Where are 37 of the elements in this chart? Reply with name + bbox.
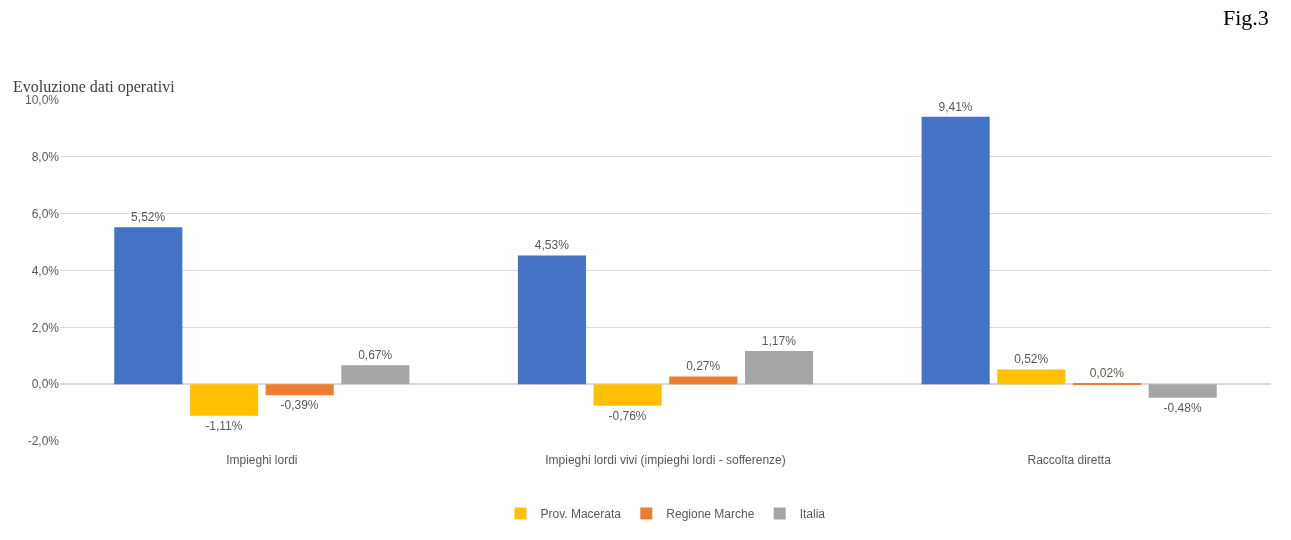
data-label: 0,27% <box>686 359 721 374</box>
y-tick-label: 10,0% <box>24 93 60 108</box>
bar <box>921 116 990 385</box>
y-tick-label: 0,0% <box>31 377 60 392</box>
bar <box>1148 384 1217 398</box>
bar <box>593 384 662 406</box>
data-label: 4,53% <box>534 238 570 253</box>
y-tick-label: 8,0% <box>31 150 60 165</box>
data-label: -0,48% <box>1163 400 1202 415</box>
bar <box>189 384 259 416</box>
bar <box>517 255 587 385</box>
data-label: 5,52% <box>131 210 166 225</box>
data-label: 0,52% <box>1014 352 1049 367</box>
x-tick-label: Impieghi lordi <box>226 453 298 468</box>
y-tick-label: 2,0% <box>31 320 60 335</box>
legend-label: Prov. Macerata <box>540 507 622 522</box>
caption: Fig.3 <box>1223 5 1269 30</box>
bar <box>669 376 738 385</box>
data-label: -1,11% <box>205 418 243 433</box>
bar <box>114 227 183 385</box>
x-tick-label: Impieghi lordi vivi (impieghi lordi - sofferenze) <box>545 453 786 468</box>
data-label: 0,02% <box>1089 366 1125 380</box>
legend-label: Regione Marche <box>666 507 755 522</box>
data-label: 9,41% <box>938 99 973 114</box>
y-tick-label: 6,0% <box>31 206 60 221</box>
y-tick-label: -2,0% <box>27 434 60 449</box>
data-label: -0,39% <box>280 398 319 413</box>
bar <box>997 369 1066 385</box>
bar <box>341 365 410 385</box>
bar <box>744 350 814 385</box>
data-label: 0,67% <box>358 348 393 363</box>
y-tick-label: 4,0% <box>31 263 60 278</box>
data-label: 1,17% <box>761 333 797 348</box>
legend-label: Italia <box>799 507 826 522</box>
x-tick-label: Raccolta diretta <box>1027 453 1112 468</box>
bar <box>265 384 334 396</box>
data-label: -0,76% <box>608 408 647 423</box>
